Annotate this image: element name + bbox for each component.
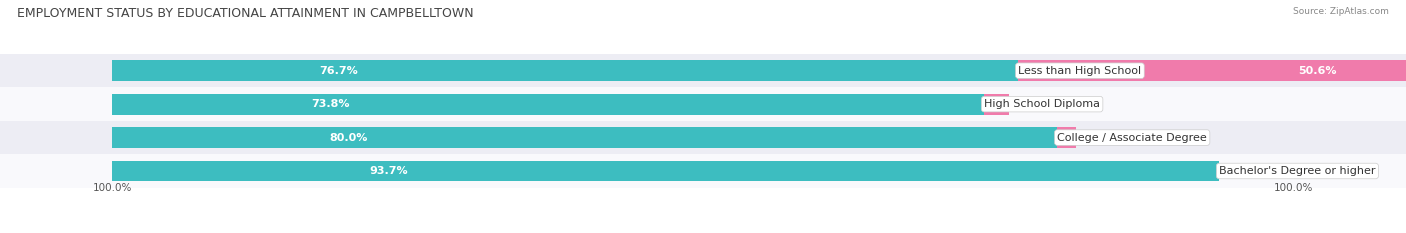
Bar [984,94,1010,114]
Bar [1057,127,1076,148]
Bar [0,121,1406,154]
Text: 80.0%: 80.0% [329,133,368,143]
Text: Less than High School: Less than High School [1018,66,1142,76]
Bar [0,87,1406,121]
Text: 2.1%: 2.1% [1031,99,1062,109]
Text: Source: ZipAtlas.com: Source: ZipAtlas.com [1294,7,1389,16]
Bar [112,94,984,114]
Text: 93.7%: 93.7% [370,166,409,176]
Text: College / Associate Degree: College / Associate Degree [1057,133,1208,143]
Bar [1018,60,1406,81]
Text: 100.0%: 100.0% [93,183,132,193]
Text: 50.6%: 50.6% [1298,66,1336,76]
Text: High School Diploma: High School Diploma [984,99,1099,109]
Text: 76.7%: 76.7% [319,66,359,76]
Bar [112,127,1057,148]
Text: EMPLOYMENT STATUS BY EDUCATIONAL ATTAINMENT IN CAMPBELLTOWN: EMPLOYMENT STATUS BY EDUCATIONAL ATTAINM… [17,7,474,20]
Text: 73.8%: 73.8% [311,99,350,109]
Text: 0.0%: 0.0% [1240,166,1271,176]
Text: Bachelor's Degree or higher: Bachelor's Degree or higher [1219,166,1375,176]
Bar [0,154,1406,188]
Text: 1.6%: 1.6% [1097,133,1128,143]
Bar [112,161,1219,181]
Text: 100.0%: 100.0% [1274,183,1313,193]
Bar [112,60,1018,81]
Bar [0,54,1406,87]
